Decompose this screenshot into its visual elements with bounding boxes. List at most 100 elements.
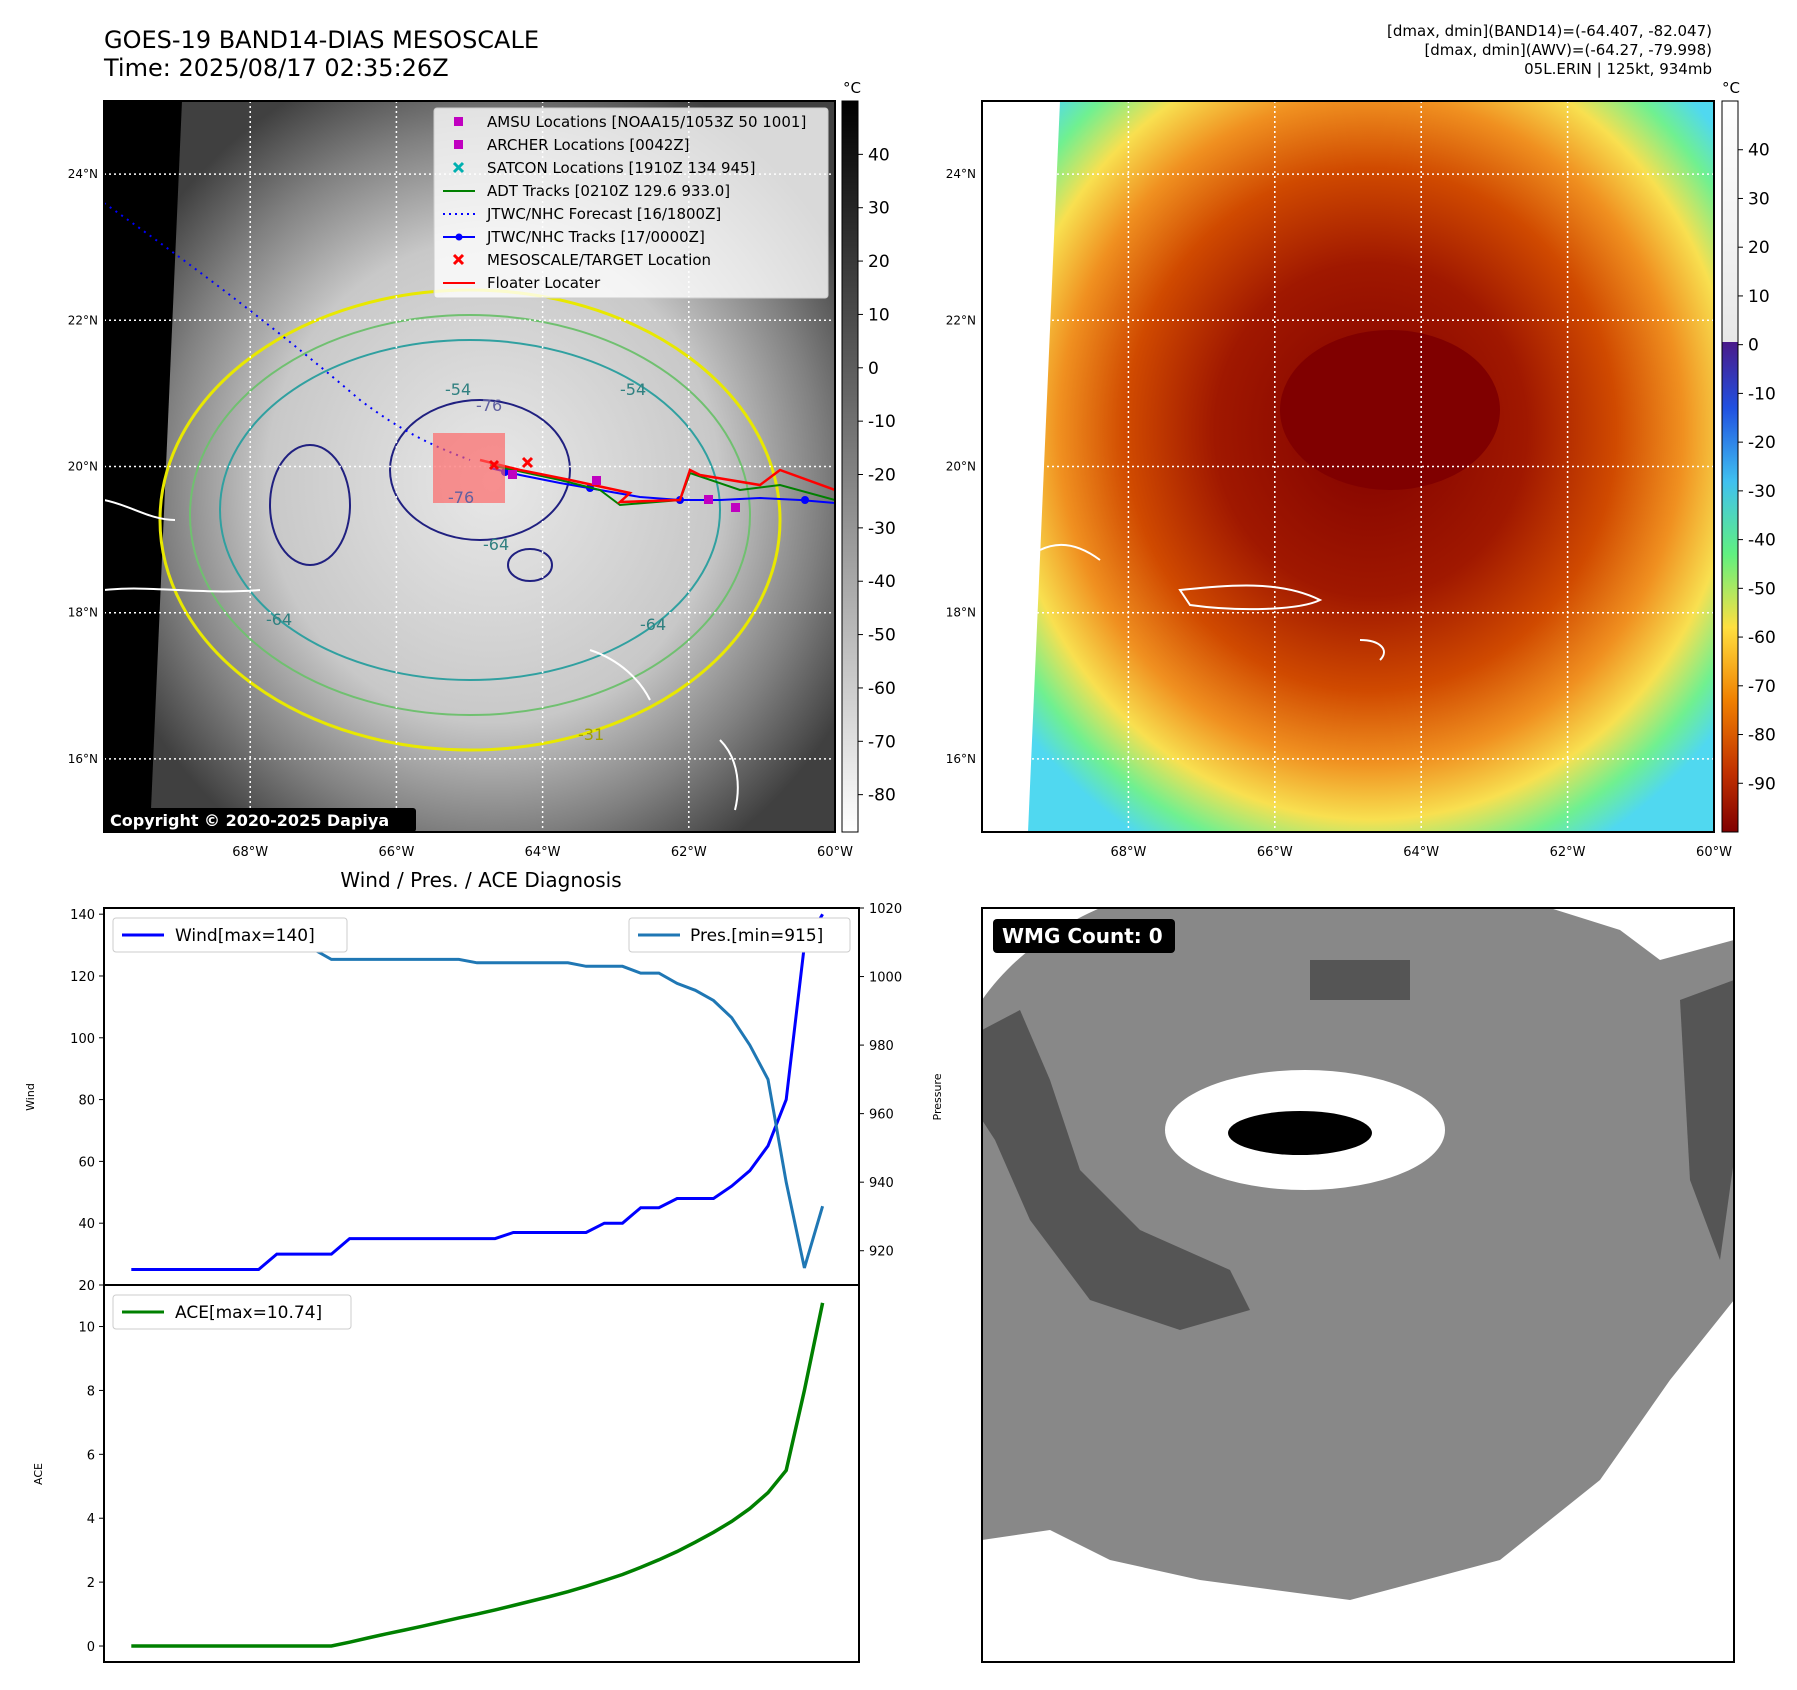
copyright-badge [104,808,416,832]
wind-legend-box [112,917,348,953]
ace-axes-frame [103,1284,860,1663]
legend-marker [454,140,463,149]
legend-box [433,107,829,299]
map1-lat-labels: 24°N 22°N 20°N 18°N 16°N [68,167,98,766]
contour-label: -76 [476,396,502,415]
lat-label: 20°N [68,460,98,474]
y-tick-label: 0 [87,1640,95,1655]
colorbar-tick-label: 40 [1748,141,1770,161]
wmg-eye [1228,1111,1372,1155]
lon-label: 64°W [1403,845,1439,860]
y-tick-label: 100 [70,1032,95,1047]
contour-band-south [507,548,553,582]
best-track [489,467,835,504]
colorbar-tick-label: -10 [1748,384,1776,404]
ace-legend: ACE[max=10.74] [112,1294,352,1330]
lon-label: 60°W [817,845,853,860]
colorbar-tick-label: -70 [868,732,896,752]
legend-label: JTWC/NHC Tracks [17/0000Z] [486,228,705,246]
contour-label: -64 [483,535,509,554]
y-tick-label: 940 [869,1176,894,1191]
map2-eye-region [1280,330,1500,490]
floater-track [479,458,835,504]
ir-gray-map: -76 -76 -64 -64 -64 -54 -54 -31 AMSU Loc… [68,79,896,860]
lat-label: 22°N [946,313,976,327]
wmg-frame [981,907,1735,1663]
ace-y-ticks: 0 2 4 6 8 10 [78,1321,104,1655]
legend-label: JTWC/NHC Forecast [16/1800Z] [486,205,721,223]
legend-label: SATCON Locations [1910Z 134 945] [487,159,755,177]
map2-coastlines [1039,543,1385,661]
map2-gridlines [982,101,1714,832]
legend-label: AMSU Locations [NOAA15/1053Z 50 1001] [487,113,806,131]
contour-label: -31 [578,725,604,744]
legend-label: MESOSCALE/TARGET Location [487,251,711,269]
lon-label: 66°W [378,845,414,860]
pressure-legend-box [628,917,851,953]
product-title: GOES-19 BAND14-DIAS MESOSCALE [104,26,540,54]
contour-label: -64 [266,610,292,629]
contour-green [189,314,751,716]
colorbar-tick-label: -90 [1748,774,1776,794]
colorbar-tick-label: 30 [868,199,890,219]
awv-range: [dmax, dmin](AWV)=(-64.27, -79.998) [1424,41,1712,59]
pressure-legend: Pres.[min=915] [628,917,851,953]
legend-marker [452,253,465,266]
ace-legend-box [112,1294,352,1330]
map1-frame [103,100,836,833]
y-tick-label: 80 [78,1094,95,1109]
colorbar-tick-label: -50 [868,626,896,646]
colorbar-tick-label: 10 [868,305,890,325]
storm-summary: 05L.ERIN | 125kt, 934mb [1524,60,1712,78]
pressure-legend-label: Pres.[min=915] [690,926,823,946]
lat-label: 24°N [68,167,98,181]
colorbar-tick-label: 20 [868,252,890,272]
contour-label-set: -76 -76 -64 -64 -64 -54 -54 -31 [266,380,666,744]
lat-label: 16°N [946,752,976,766]
colorbar-tick-label: -50 [1748,579,1776,599]
amsu-markers [508,470,740,512]
copyright-text: Copyright © 2020-2025 Dapiya [110,811,389,830]
ace-series-line [131,1302,825,1648]
y-tick-label: 40 [78,1217,95,1232]
wind-series-line [131,913,824,1271]
lat-label: 22°N [68,313,98,327]
map1-coastlines [104,499,739,811]
colorbar-tick-label: -60 [868,679,896,699]
colorbar-tick-label: 40 [868,145,890,165]
colorbar-tick-label: 0 [868,359,879,379]
lon-label: 62°W [671,845,707,860]
wmg-panel: WMG Count: 0 [981,907,1735,1663]
wind-axis-label: Wind [24,1083,37,1111]
colorbar-tick-label: -20 [1748,433,1776,453]
lon-label: 68°W [1110,845,1146,860]
y-tick-label: 20 [78,1279,95,1294]
lat-label: 20°N [946,460,976,474]
colorbar-tick-label: -80 [1748,726,1776,746]
y-tick-label: 4 [87,1512,95,1527]
lat-label: 18°N [68,606,98,620]
wind-legend: Wind[max=140] [112,917,348,953]
colorbar-tick-label: -80 [868,786,896,806]
colorbar-tick-label: -40 [1748,531,1776,551]
lon-label: 64°W [525,845,561,860]
wmg-white-south [982,1300,1734,1662]
map1-lon-labels: 68°W 66°W 64°W 62°W 60°W [232,845,853,860]
wind-y-ticks: 20 40 60 80 100 120 140 [70,908,104,1294]
wmg-white-ne [1550,908,1734,960]
diagnosis-title: Wind / Pres. / ACE Diagnosis [340,868,621,892]
y-tick-label: 2 [87,1576,95,1591]
ace-legend-label: ACE[max=10.74] [175,1303,322,1323]
y-tick-label: 120 [70,970,95,985]
gray-colorbar [841,100,859,833]
y-tick-label: 6 [87,1448,95,1463]
legend-marker-dot [455,233,463,241]
wind-legend-label: Wind[max=140] [175,926,315,946]
pressure-axis-label: Pressure [931,1073,944,1120]
ace-axis-label: ACE [32,1463,45,1485]
contour-teal [219,339,721,681]
legend-label: ADT Tracks [0210Z 129.6 933.0] [487,182,730,200]
contour-band-west [269,444,351,566]
figure-title: GOES-19 BAND14-DIAS MESOSCALE Time: 2025… [104,26,539,82]
map-legend: AMSU Locations [NOAA15/1053Z 50 1001] ARC… [433,107,829,299]
